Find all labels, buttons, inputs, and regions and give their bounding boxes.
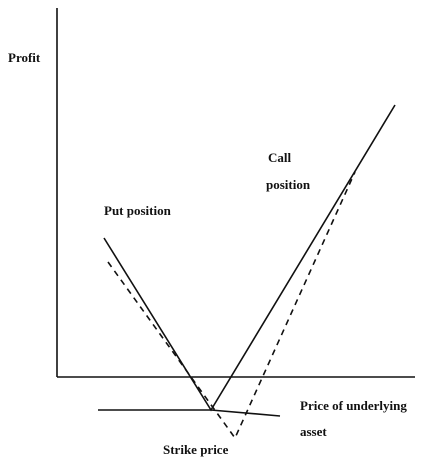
y-axis-label: Profit [8,50,41,65]
put-label: Put position [104,203,172,218]
x-axis-label: asset [300,424,327,439]
x-axis-label: Price of underlying [300,398,407,413]
call-label: Call [268,150,292,165]
premium-line [98,409,281,417]
straddle-profit [107,171,356,440]
straddle-payoff [103,104,396,412]
call-label: position [266,177,311,192]
strike-label: Strike price [163,442,229,457]
